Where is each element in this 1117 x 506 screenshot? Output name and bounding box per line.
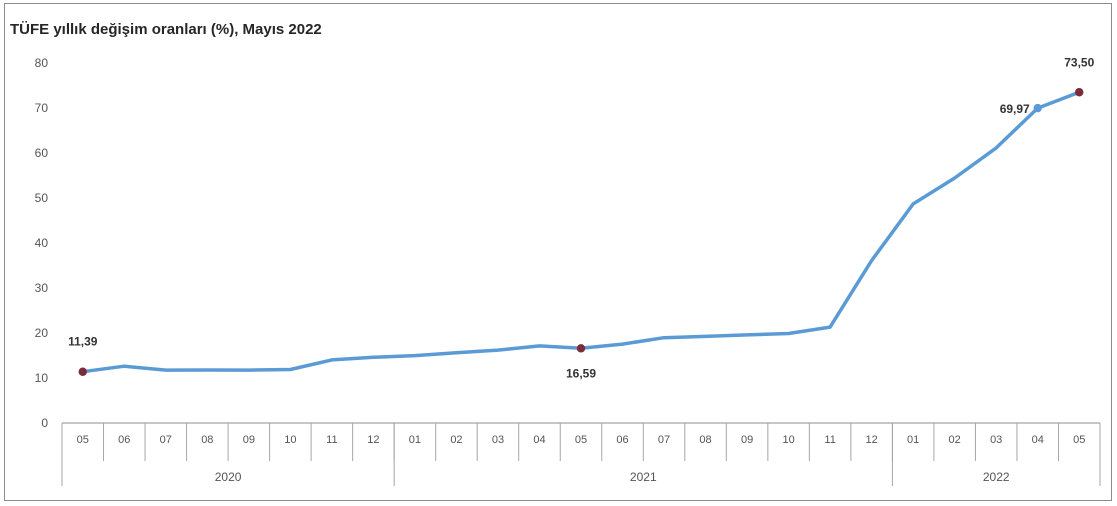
data-point-marker [1033, 103, 1042, 113]
series-line [81, 90, 1081, 374]
x-tick-label: 08 [201, 434, 213, 446]
x-tick-label: 03 [492, 434, 504, 446]
y-tick-label: 80 [35, 56, 49, 70]
y-tick-label: 20 [35, 326, 49, 340]
x-tick-label: 05 [1073, 434, 1085, 446]
year-label: 2022 [983, 470, 1010, 484]
x-tick-label: 07 [160, 434, 172, 446]
x-tick-label: 05 [575, 434, 587, 446]
y-tick-label: 40 [35, 236, 49, 250]
x-tick-label: 02 [450, 434, 462, 446]
data-label: 11,39 [68, 335, 98, 349]
x-tick-label: 07 [658, 434, 670, 446]
x-tick-label: 05 [77, 434, 89, 446]
year-label: 2021 [630, 470, 657, 484]
x-tick-label: 01 [907, 434, 919, 446]
y-tick-label: 10 [35, 371, 49, 385]
x-tick-label: 11 [824, 434, 835, 446]
y-tick-label: 50 [35, 191, 49, 205]
y-tick-label: 60 [35, 146, 49, 160]
y-axis-ticks: 0 10 20 30 40 50 60 70 80 [35, 56, 49, 430]
x-tick-label: 12 [367, 434, 379, 446]
x-tick-label: 02 [949, 434, 961, 446]
chart-frame [4, 3, 1112, 501]
data-point-marker [78, 367, 87, 376]
x-tick-label: 06 [118, 434, 130, 446]
y-tick-label: 30 [35, 281, 49, 295]
year-labels: 2020 2021 2022 [215, 470, 1010, 484]
x-tick-label: 10 [782, 434, 794, 446]
series-line-path [81, 90, 1081, 374]
data-label: 16,59 [566, 366, 596, 380]
x-tick-label: 09 [243, 434, 255, 446]
chart-axes [61, 422, 1101, 486]
x-axis-ticks: 05 06 07 08 09 10 11 12 01 02 03 04 05 06 07 08 09 10 11 12… [77, 434, 1086, 446]
data-point-marker [576, 344, 586, 353]
data-label: 69,97 [1000, 102, 1030, 116]
x-tick-label: 04 [533, 434, 545, 446]
x-tick-label: 03 [990, 434, 1002, 446]
x-tick-label: 01 [409, 434, 421, 446]
data-label: 73,50 [1064, 55, 1094, 69]
x-tick-label: 10 [284, 434, 296, 446]
data-point-marker [1075, 88, 1084, 97]
x-tick-label: 08 [699, 434, 711, 446]
x-tick-label: 09 [741, 434, 753, 446]
chart-title: TÜFE yıllık değişim oranları (%), Mayıs … [10, 21, 322, 38]
y-tick-label: 70 [35, 101, 49, 115]
y-tick-label: 0 [41, 416, 48, 430]
x-tick-label: 06 [616, 434, 628, 446]
data-labels: 11,39 16,59 69,97 73,50 [68, 55, 1095, 380]
x-tick-label: 11 [326, 434, 337, 446]
year-label: 2020 [215, 470, 242, 484]
x-tick-label: 04 [1032, 434, 1044, 446]
x-tick-label: 12 [866, 434, 878, 446]
point-markers [78, 88, 1084, 376]
